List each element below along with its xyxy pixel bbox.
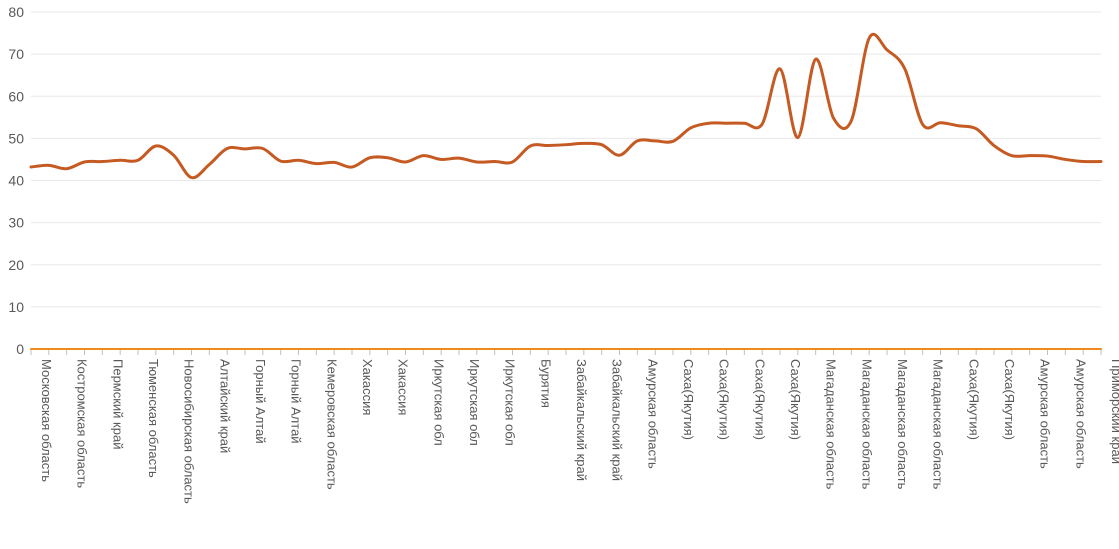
x-tick-label: Магаданская область [824, 359, 839, 490]
x-tick-label: Пермский край [110, 359, 125, 449]
y-tick-label: 20 [8, 257, 24, 273]
x-tick-label: Амурская область [1073, 359, 1088, 469]
y-axis-ticks: 0 10 20 30 40 50 60 70 80 [8, 4, 24, 357]
x-tick-label: Амурская область [1038, 359, 1053, 469]
x-tick-label: Саха(Якутия) [788, 359, 803, 440]
x-tick-label: Иркутская обл [503, 359, 518, 446]
gridlines [31, 11, 1101, 308]
x-tick-label: Костромская область [75, 359, 90, 488]
x-tick-label: Горный Алтай [289, 359, 304, 444]
y-tick-label: 30 [8, 215, 24, 231]
x-tick-label: Новосибирская область [182, 359, 197, 504]
x-tick-label: Бурятия [538, 359, 553, 408]
x-tick-label: Амурская область [645, 359, 660, 469]
y-tick-label: 80 [8, 4, 24, 20]
series-lines [29, 32, 1103, 350]
y-tick-label: 50 [8, 130, 24, 146]
x-tick-label: Саха(Якутия) [681, 359, 696, 440]
y-tick-label: 0 [16, 341, 24, 357]
y-tick-label: 40 [8, 173, 24, 189]
y-tick-label: 60 [8, 88, 24, 104]
x-tick-label: Тюменская область [146, 359, 161, 478]
x-tick-label: Иркутская обл [431, 359, 446, 446]
x-tick-label: Хакассия [396, 359, 411, 415]
series-line-1 [29, 32, 1103, 180]
y-tick-label: 70 [8, 46, 24, 62]
x-tick-label: Горный Алтай [253, 359, 268, 444]
x-tick-label: Кемеровская область [324, 359, 339, 490]
x-tick-label: Московская область [39, 359, 54, 482]
x-tick-label: Хакассия [360, 359, 375, 415]
x-tick-label: Магаданская область [895, 359, 910, 490]
x-tick-label: Приморский край [1109, 359, 1119, 464]
x-tick-label: Саха(Якутия) [1002, 359, 1017, 440]
x-tick-label: Алтайский край [217, 359, 232, 453]
x-tick-label: Саха(Якутия) [752, 359, 767, 440]
x-tick-label: Магаданская область [859, 359, 874, 490]
x-tick-label: Забайкальский край [610, 359, 625, 481]
x-tick-label: Саха(Якутия) [717, 359, 732, 440]
x-tick-label: Иркутская обл [467, 359, 482, 446]
x-tick-label: Саха(Якутия) [966, 359, 981, 440]
x-tick-label: Забайкальский край [574, 359, 589, 481]
y-tick-label: 10 [8, 299, 24, 315]
x-tick-label: Магаданская область [931, 359, 946, 490]
x-axis: Московская область Костромская область Пер… [30, 348, 1119, 504]
